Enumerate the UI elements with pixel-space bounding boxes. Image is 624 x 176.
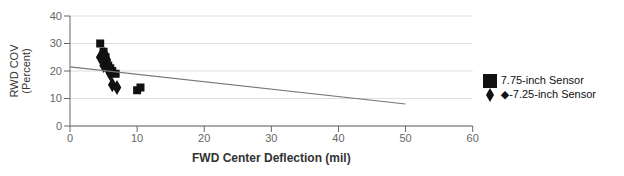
svg-text:0: 0 — [56, 120, 62, 132]
svg-text:50: 50 — [399, 132, 411, 144]
svg-text:10: 10 — [50, 92, 62, 104]
svg-text:10: 10 — [131, 132, 143, 144]
svg-text:30: 30 — [265, 132, 277, 144]
svg-text:30: 30 — [50, 37, 62, 49]
svg-text:0: 0 — [67, 132, 73, 144]
html-text:◆-7.25-inch Sensor: ◆-7.25-inch Sensor — [500, 88, 596, 100]
svg-text:20: 20 — [198, 132, 210, 144]
html-text:7.75-inch Sensor: 7.75-inch Sensor — [500, 73, 584, 86]
svg-text:FWD Center Deflection (mil): FWD Center Deflection (mil) — [192, 151, 351, 165]
svg-text:40: 40 — [332, 132, 344, 144]
svg-text:40: 40 — [50, 10, 62, 22]
svg-text:60: 60 — [467, 132, 479, 144]
svg-text:20: 20 — [50, 65, 62, 77]
svg-text:RWD COV(Percent): RWD COV(Percent) — [8, 44, 32, 98]
